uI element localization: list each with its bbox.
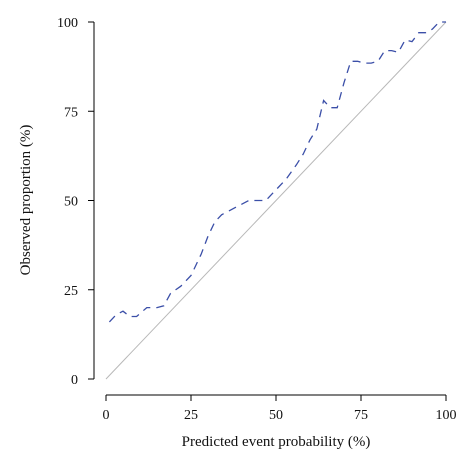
series-group <box>108 21 446 323</box>
y-ticks: 0 25 50 75 100 <box>57 16 94 388</box>
x-tick-label-3: 75 <box>354 408 368 423</box>
reference-diagonal-line <box>105 21 447 380</box>
y-tick-label-3: 75 <box>64 105 78 120</box>
x-ticks: 0 25 50 75 100 <box>103 395 457 423</box>
y-tick-label-4: 100 <box>57 16 78 31</box>
y-tick-label-0: 0 <box>71 373 78 388</box>
y-axis-title: Observed proportion (%) <box>18 125 34 276</box>
y-tick-label-2: 50 <box>64 195 78 210</box>
x-tick-label-4: 100 <box>436 408 457 423</box>
y-tick-label-1: 25 <box>64 284 78 299</box>
x-tick-label-0: 0 <box>103 408 110 423</box>
x-tick-label-1: 25 <box>184 408 198 423</box>
calibration-series-line-0 <box>108 21 446 323</box>
x-axis-title: Predicted event probability (%) <box>182 434 371 450</box>
x-tick-label-2: 50 <box>269 408 283 423</box>
